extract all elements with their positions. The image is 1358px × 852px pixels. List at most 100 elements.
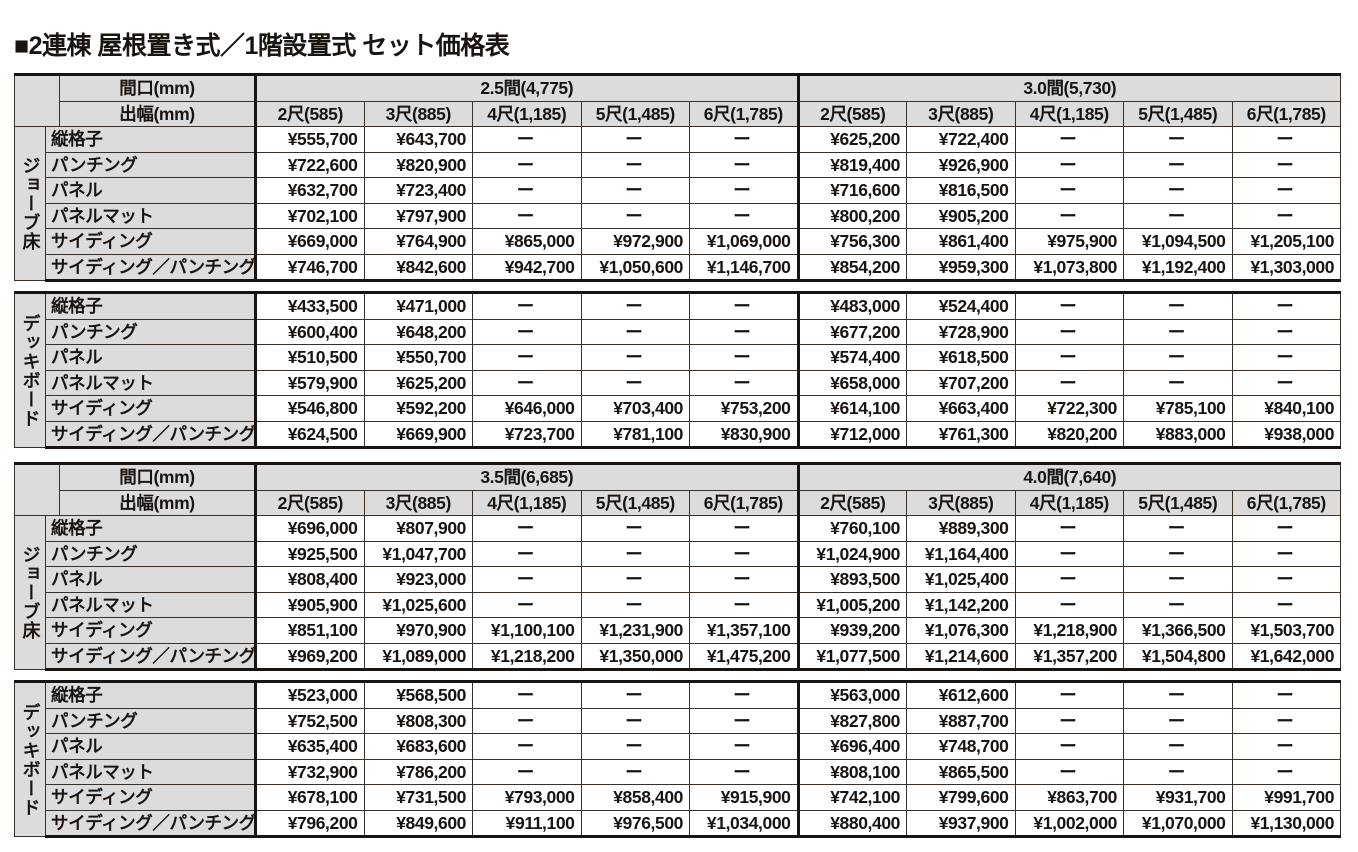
price-cell: ¥1,218,900 — [1014, 617, 1125, 644]
price-cell: ¥1,100,100 — [472, 617, 582, 644]
price-cell: ー — [1231, 758, 1342, 785]
projection-heading: 5尺(1,485) — [1123, 489, 1233, 516]
price-cell: ー — [1123, 591, 1233, 618]
table-row: パンチング ¥752,500 ¥808,300 ーーー ¥827,800 ¥887,700… — [15, 707, 1342, 734]
price-cell: ¥799,600 — [906, 784, 1016, 811]
price-cell: ¥830,900 — [689, 420, 799, 449]
price-cell: ー — [1014, 369, 1125, 396]
price-cell: ¥722,300 — [1014, 395, 1125, 422]
row-label: 縦格子 — [45, 126, 256, 153]
price-cell: ー — [689, 566, 799, 593]
price-cell: ー — [1014, 151, 1125, 178]
price-cell: ー — [1123, 151, 1233, 178]
price-cell: ¥707,200 — [906, 369, 1016, 396]
price-cell: ¥600,400 — [254, 318, 365, 345]
price-cell: ー — [472, 758, 582, 785]
price-cell: ¥574,400 — [796, 344, 908, 371]
price-cell: ー — [580, 540, 690, 567]
price-cell: ー — [1123, 202, 1233, 229]
frontage-header-row: 間口(mm) 2.5間(4,775) 3.0間(5,730) — [14, 73, 1342, 127]
price-cell: ー — [472, 318, 582, 345]
price-cell: ¥1,077,500 — [796, 642, 908, 671]
price-cell: ー — [472, 126, 582, 153]
price-cell: ¥1,050,600 — [580, 253, 690, 282]
price-cell: ー — [580, 733, 690, 760]
table-row: パネル ¥632,700 ¥723,400 ーーー ¥716,600 ¥816,500 ーー… — [15, 177, 1342, 204]
price-cell: ¥471,000 — [363, 291, 473, 320]
projection-heading: 4尺(1,185) — [1014, 489, 1125, 516]
price-cell: ー — [1231, 126, 1342, 153]
price-cell: ¥1,089,000 — [363, 642, 473, 671]
price-cell: ¥648,200 — [363, 318, 473, 345]
price-cell: ¥1,192,400 — [1123, 253, 1233, 282]
projection-header-row: 出幅(mm) 2尺(585) 3尺(885) 4尺(1,185) 5尺(1,485) 6尺… — [15, 100, 1342, 127]
price-cell: ¥807,900 — [363, 515, 473, 542]
price-cell: ¥969,200 — [254, 642, 365, 671]
price-cell: ー — [1231, 707, 1342, 734]
price-cell: ¥861,400 — [906, 228, 1016, 255]
price-cell: ¥1,034,000 — [689, 809, 799, 838]
price-cell: ¥677,200 — [796, 318, 908, 345]
projection-heading: 2尺(585) — [254, 100, 365, 127]
price-cell: ー — [1014, 202, 1125, 229]
table-row: パネルマット ¥579,900 ¥625,200 ーーー ¥658,000 ¥707,20… — [15, 369, 1342, 396]
price-cell: ¥893,500 — [796, 566, 908, 593]
price-cell: ¥753,200 — [689, 395, 799, 422]
price-cell: ¥646,000 — [472, 395, 582, 422]
price-cell: ー — [1123, 177, 1233, 204]
table-row: サイディング ¥546,800 ¥592,200 ¥646,000 ¥703,400 ¥7… — [15, 395, 1342, 422]
table-row: サイディング／パンチング ¥969,200 ¥1,089,000 ¥1,218,200… — [15, 642, 1342, 671]
row-label: パネル — [45, 566, 256, 593]
price-cell: ー — [689, 707, 799, 734]
projection-heading: 6尺(1,785) — [689, 489, 799, 516]
table-row: デッキボード 縦格子 ¥523,000 ¥568,500 ーーー ¥563,000 ¥612… — [14, 680, 1342, 837]
price-cell: ¥669,000 — [254, 228, 365, 255]
price-cell: ー — [1014, 707, 1125, 734]
frontage-heading: 2.5間(4,775) — [254, 73, 799, 102]
row-label: パネルマット — [45, 758, 256, 785]
price-cell: ¥696,000 — [254, 515, 365, 542]
table-row: パネル ¥510,500 ¥550,700 ーーー ¥574,400 ¥618,500 ーー… — [15, 344, 1342, 371]
row-label: パネルマット — [45, 591, 256, 618]
price-cell: ¥1,002,000 — [1014, 809, 1125, 838]
price-cell: ¥923,000 — [363, 566, 473, 593]
price-cell: ー — [472, 344, 582, 371]
price-cell: ¥1,366,500 — [1123, 617, 1233, 644]
price-cell: ¥579,900 — [254, 369, 365, 396]
price-cell: ¥614,100 — [796, 395, 908, 422]
projection-heading: 2尺(585) — [796, 489, 908, 516]
table-row: サイディング／パンチング ¥746,700 ¥842,600 ¥942,700 ¥1,0… — [15, 253, 1342, 282]
price-cell: ー — [1123, 344, 1233, 371]
price-cell: ¥865,500 — [906, 758, 1016, 785]
row-label: 縦格子 — [45, 680, 256, 709]
price-cell: ¥915,900 — [689, 784, 799, 811]
price-cell: ¥1,005,200 — [796, 591, 908, 618]
price-cell: ¥1,076,300 — [906, 617, 1016, 644]
price-cell: ¥939,200 — [796, 617, 908, 644]
projection-heading: 5尺(1,485) — [1123, 100, 1233, 127]
price-cell: ¥808,300 — [363, 707, 473, 734]
price-cell: ¥716,600 — [796, 177, 908, 204]
price-cell: ¥883,000 — [1123, 420, 1233, 449]
row-label: サイディング — [45, 395, 256, 422]
price-cell: ¥1,475,200 — [689, 642, 799, 671]
row-label: パンチング — [45, 151, 256, 178]
price-cell: ¥854,200 — [796, 253, 908, 282]
price-cell: ¥1,503,700 — [1231, 617, 1342, 644]
projection-heading: 4尺(1,185) — [472, 489, 582, 516]
table-row: サイディング／パンチング ¥796,200 ¥849,600 ¥911,100 ¥976… — [15, 809, 1342, 838]
price-cell: ー — [689, 318, 799, 345]
row-label: サイディング — [45, 228, 256, 255]
price-cell: ー — [1231, 318, 1342, 345]
price-cell: ー — [580, 680, 690, 709]
price-cell: ー — [1014, 291, 1125, 320]
row-label: パネルマット — [45, 369, 256, 396]
price-cell: ー — [689, 291, 799, 320]
price-cell: ¥748,700 — [906, 733, 1016, 760]
corner-cell — [14, 73, 60, 127]
price-cell: ¥702,100 — [254, 202, 365, 229]
price-cell: ー — [689, 126, 799, 153]
price-cell: ー — [689, 151, 799, 178]
price-cell: ¥728,900 — [906, 318, 1016, 345]
price-cell: ¥851,100 — [254, 617, 365, 644]
